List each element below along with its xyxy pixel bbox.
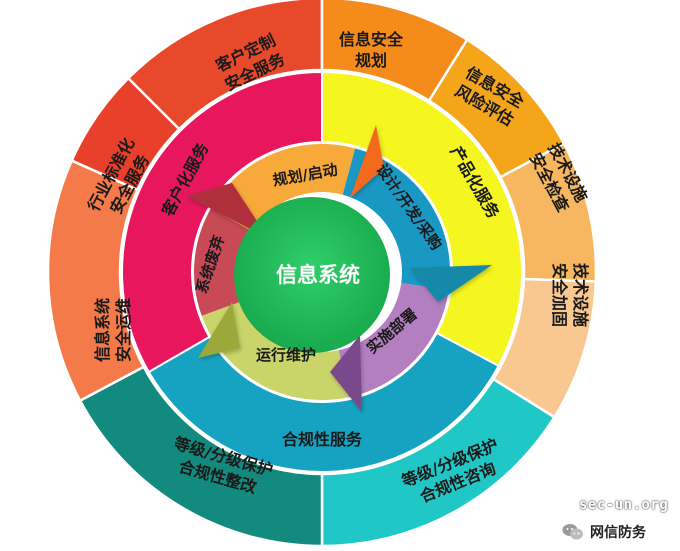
cycle-segment-deploy bbox=[338, 283, 449, 398]
cycle-segment-operate bbox=[201, 299, 349, 400]
outer-label-tech-harden: 技术设施安全加固 bbox=[550, 263, 590, 327]
cycle-label-operate: 运行维护 bbox=[256, 346, 316, 364]
service-label-compliance: 合规性服务 bbox=[282, 430, 363, 449]
service-segment-customized bbox=[121, 70, 323, 374]
cycle-segment-design bbox=[342, 148, 450, 290]
watermark-site: sec-un.org bbox=[579, 497, 669, 513]
center-label: 信息系统 bbox=[276, 263, 360, 287]
arrow-retire-to-plan bbox=[186, 183, 268, 238]
wechat-icon bbox=[562, 524, 583, 540]
core-circle bbox=[234, 197, 390, 353]
outer-segment-custom-security bbox=[126, 0, 324, 131]
service-segment-compliance bbox=[147, 331, 500, 473]
outer-label-sec-planning: 信息安全规划 bbox=[339, 30, 404, 70]
outer-service-ring bbox=[46, 0, 598, 548]
arrow-deploy-to-operate bbox=[330, 335, 362, 412]
outer-segment-industry-standard bbox=[70, 76, 181, 192]
watermark-row: 网信防务 bbox=[562, 520, 646, 544]
arrow-plan-to-design bbox=[350, 125, 384, 198]
outer-label-ops: 信息系统 安全运维 bbox=[93, 298, 133, 362]
watermark-name: 网信防务 bbox=[590, 525, 646, 541]
center-core: 信息系统 bbox=[234, 197, 390, 353]
arrow-operate-to-retire bbox=[198, 302, 240, 358]
service-category-ring bbox=[121, 70, 523, 473]
arrow-design-to-deploy bbox=[410, 265, 492, 302]
lifecycle-arrows bbox=[186, 125, 492, 412]
